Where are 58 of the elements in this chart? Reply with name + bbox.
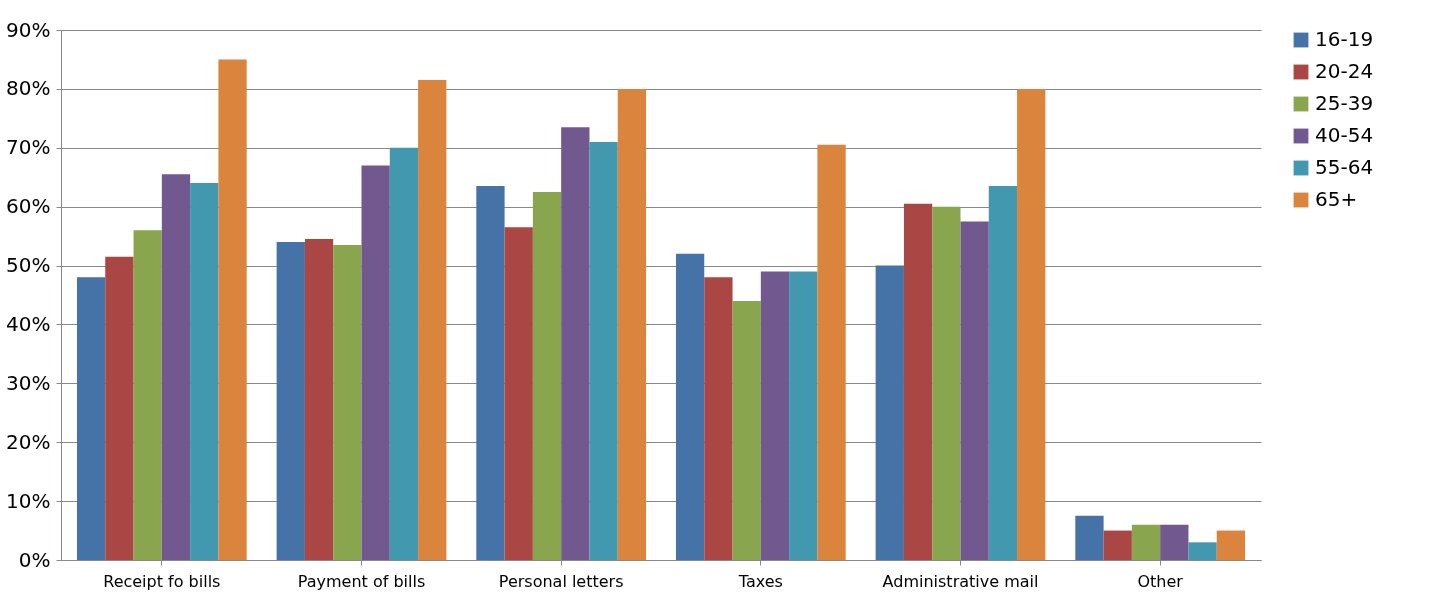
bar: [932, 206, 961, 560]
x-tick-label: Taxes: [737, 571, 783, 591]
bar: [476, 186, 505, 560]
y-tick-label: 80%: [6, 76, 51, 101]
legend-label: 25-39: [1315, 91, 1374, 115]
bar: [333, 244, 362, 560]
bar: [276, 242, 305, 560]
bar: [504, 227, 533, 560]
y-tick-label: 50%: [6, 253, 51, 278]
bar: [161, 174, 191, 560]
y-tick-label: 20%: [6, 429, 51, 454]
bar: [218, 59, 247, 560]
bar: [532, 191, 562, 560]
y-tick-label: 70%: [6, 135, 51, 160]
bar: [875, 265, 904, 560]
legend-label: 55-64: [1315, 155, 1374, 179]
x-tick-label: Other: [1137, 571, 1184, 591]
bar: [903, 203, 933, 560]
bar: [133, 230, 162, 560]
legend-label: 16-19: [1315, 27, 1374, 51]
x-tick-label: Payment of bills: [297, 571, 426, 591]
y-tick-label: 40%: [6, 311, 51, 336]
y-tick-label: 0%: [18, 547, 51, 572]
legend-label: 65+: [1315, 187, 1358, 211]
bar: [361, 165, 390, 560]
bar: [1188, 542, 1217, 560]
bar: [704, 277, 733, 560]
bar: [675, 253, 705, 560]
legend-label: 20-24: [1315, 59, 1374, 83]
y-tick-label: 30%: [6, 370, 51, 395]
bar: [1103, 530, 1132, 560]
bar: [76, 277, 106, 560]
x-tick-label: Receipt fo bills: [103, 571, 221, 591]
bar: [1160, 524, 1189, 560]
bar: [190, 183, 219, 560]
x-tick-label: Administrative mail: [882, 571, 1039, 591]
bar: [1216, 530, 1246, 560]
bar: [960, 221, 989, 560]
bar: [1075, 515, 1104, 560]
bar: [105, 256, 134, 560]
bar: [988, 186, 1018, 560]
bar: [589, 141, 618, 560]
bar: [418, 80, 447, 560]
y-tick-label: 90%: [6, 17, 51, 42]
bar: [617, 88, 647, 560]
bar: [760, 271, 790, 560]
bar: [389, 147, 419, 560]
y-tick-label: 60%: [6, 194, 51, 219]
bar: [1131, 524, 1161, 560]
y-tick-label: 10%: [6, 488, 51, 513]
bar: [789, 271, 818, 560]
x-tick-label: Personal letters: [498, 571, 624, 591]
bar: [1017, 88, 1046, 560]
legend-label: 40-54: [1315, 123, 1374, 147]
bar: [304, 239, 334, 560]
bar: [817, 144, 846, 560]
bar: [732, 300, 761, 560]
bar: [561, 127, 590, 560]
